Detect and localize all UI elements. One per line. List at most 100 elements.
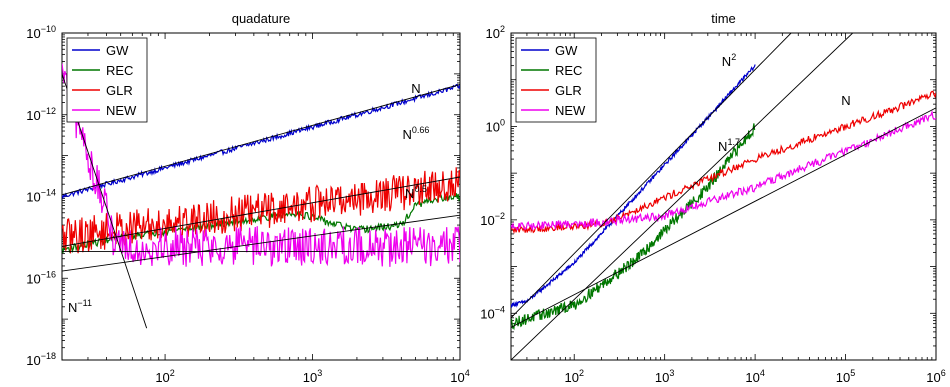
reference-label: N1.7 (718, 137, 740, 154)
legend-label-new: NEW (555, 103, 586, 118)
reference-line (511, 33, 792, 319)
x-tick-label-exponent: 3 (317, 368, 322, 378)
x-tick-label: 106 (926, 368, 945, 385)
x-tick-label-base: 10 (836, 370, 850, 385)
x-tick-label: 104 (450, 368, 469, 385)
reference-label-base: N (722, 54, 731, 69)
x-tick-label: 102 (564, 368, 583, 385)
y-tick-label-exponent: −2 (495, 211, 505, 221)
reference-label-exponent: 2 (731, 52, 736, 62)
y-tick-label: 102 (486, 24, 505, 41)
y-tick-label-exponent: −4 (495, 304, 505, 314)
reference-label-exponent: 1.7 (727, 137, 740, 147)
reference-label: N (411, 81, 420, 96)
x-tick-label: 102 (155, 368, 174, 385)
legend-label-glr: GLR (555, 83, 582, 98)
reference-label: N2 (722, 52, 736, 69)
reference-label-exponent: 0.66 (412, 125, 430, 135)
y-tick-label: 10−18 (26, 351, 56, 368)
x-tick-label-exponent: 2 (170, 368, 175, 378)
legend-box (66, 37, 148, 123)
y-tick-label-base: 10 (486, 26, 500, 41)
x-tick-label-base: 10 (745, 370, 759, 385)
reference-line (511, 33, 854, 360)
reference-label-base: N (403, 127, 412, 142)
x-tick-label-exponent: 5 (850, 368, 855, 378)
y-tick-label-exponent: −18 (41, 351, 56, 361)
x-axis: 102 103 104 (61, 33, 470, 385)
x-tick-label: 103 (303, 368, 322, 385)
x-tick-label-exponent: 3 (669, 368, 674, 378)
plot-content (62, 63, 460, 329)
x-tick-label: 103 (655, 368, 674, 385)
chart-title: quadature (232, 11, 291, 26)
x-tick-label-base: 10 (303, 370, 317, 385)
reference-label-base: N (405, 186, 414, 201)
reference-label: N−11 (68, 298, 92, 315)
y-tick-label-base: 10 (480, 306, 494, 321)
x-tick-label-exponent: 4 (465, 368, 470, 378)
reference-line (511, 107, 936, 328)
y-tick-label: 10−2 (480, 211, 505, 228)
y-tick-label: 100 (486, 117, 505, 134)
reference-label: N (841, 93, 850, 108)
legend-box (515, 37, 597, 123)
x-tick-label-exponent: 2 (579, 368, 584, 378)
y-tick-label: 10−10 (26, 24, 56, 41)
y-tick-label-exponent: 0 (500, 117, 505, 127)
y-tick-label-base: 10 (486, 119, 500, 134)
series-line-glr (511, 90, 936, 235)
legend-label-new: NEW (106, 103, 137, 118)
legend-label-rec: REC (106, 63, 133, 78)
legend: GW REC GLR NEW (66, 37, 148, 123)
reference-line (62, 214, 460, 272)
series-line-new (511, 109, 936, 231)
x-tick-label-exponent: 6 (941, 368, 946, 378)
x-tick-label-base: 10 (564, 370, 578, 385)
reference-line (62, 176, 460, 247)
plot-content (511, 33, 936, 360)
reference-label-base: N (68, 300, 77, 315)
y-tick-label-base: 10 (26, 108, 40, 123)
legend: GW REC GLR NEW (515, 37, 597, 123)
y-tick-label-base: 10 (26, 271, 40, 286)
x-tick-label-base: 10 (450, 370, 464, 385)
reference-label-base: N (411, 81, 420, 96)
x-tick-label-base: 10 (926, 370, 940, 385)
reference-label-exponent: −11 (77, 298, 92, 308)
x-tick-label-base: 10 (655, 370, 669, 385)
y-tick-label-exponent: −10 (41, 24, 56, 34)
x-axis: 102 103 104 105 106 (510, 33, 946, 385)
reference-line (62, 84, 460, 196)
y-tick-label: 10−12 (26, 106, 56, 123)
y-tick-label: 10−4 (480, 304, 505, 321)
legend-label-glr: GLR (106, 83, 133, 98)
series-line-glr (62, 167, 460, 254)
y-tick-label-exponent: −16 (41, 269, 56, 279)
reference-label: N0.5 (405, 184, 427, 201)
y-tick-label-base: 10 (480, 213, 494, 228)
y-tick-label-base: 10 (26, 353, 40, 368)
y-tick-label: 10−16 (26, 269, 56, 286)
x-tick-label: 105 (836, 368, 855, 385)
y-tick-label-base: 10 (26, 26, 40, 41)
x-tick-label-exponent: 4 (760, 368, 765, 378)
x-tick-label: 104 (745, 368, 764, 385)
legend-label-gw: GW (106, 43, 129, 58)
reference-label-base: N (841, 93, 850, 108)
reference-label-base: N (718, 139, 727, 154)
legend-label-rec: REC (555, 63, 582, 78)
legend-label-gw: GW (555, 43, 578, 58)
y-tick-label-base: 10 (26, 190, 40, 205)
reference-label-exponent: 0.5 (414, 184, 427, 194)
y-tick-label-exponent: 2 (500, 24, 505, 34)
x-tick-label-base: 10 (155, 370, 169, 385)
chart-title: time (711, 11, 736, 26)
reference-label: N0.66 (403, 125, 430, 142)
y-tick-label-exponent: −14 (41, 188, 56, 198)
y-tick-label: 10−14 (26, 188, 56, 205)
